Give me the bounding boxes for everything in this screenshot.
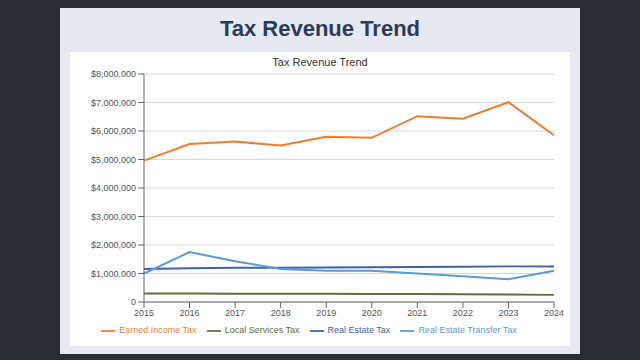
html-text:Earned Income Tax: Earned Income Tax [119, 325, 197, 336]
svg-text:$4,000,000: $4,000,000 [91, 183, 136, 193]
html-text:Tax Revenue Trend: Tax Revenue Trend [272, 56, 368, 68]
svg-text:2021: 2021 [407, 308, 427, 318]
svg-text:2016: 2016 [180, 308, 200, 318]
html-text:Real Estate Tax: Real Estate Tax [327, 325, 391, 336]
svg-text:$8,000,000: $8,000,000 [91, 69, 136, 79]
svg-text:2017: 2017 [225, 308, 245, 318]
html-text:Tax Revenue Trend: Tax Revenue Trend [219, 16, 420, 41]
svg-text:2020: 2020 [362, 308, 382, 318]
svg-text:2023: 2023 [498, 308, 518, 318]
svg-text:2018: 2018 [271, 308, 291, 318]
svg-text:2015: 2015 [134, 308, 154, 318]
svg-text:$3,000,000: $3,000,000 [91, 212, 136, 222]
html-text:Local Services Tax: Local Services Tax [224, 325, 300, 336]
svg-text:$2,000,000: $2,000,000 [91, 240, 136, 250]
svg-text:2022: 2022 [453, 308, 473, 318]
svg-text:$6,000,000: $6,000,000 [91, 126, 136, 136]
svg-text:2019: 2019 [316, 308, 336, 318]
svg-text:0: 0 [131, 297, 136, 307]
svg-text:$1,000,000: $1,000,000 [91, 269, 136, 279]
html-text:Real Estate Transfer Tax: Real Estate Transfer Tax [418, 325, 517, 336]
svg-text:$5,000,000: $5,000,000 [91, 155, 136, 165]
svg-text:$7,000,000: $7,000,000 [91, 98, 136, 108]
svg-text:2024: 2024 [544, 308, 564, 318]
